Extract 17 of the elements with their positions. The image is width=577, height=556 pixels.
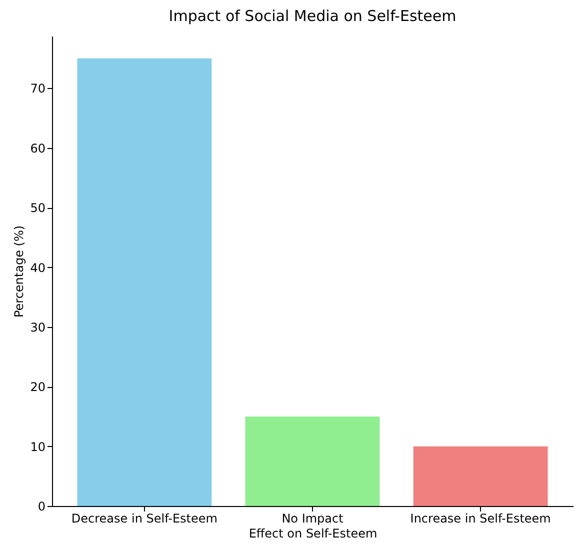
bar: [245, 416, 380, 506]
x-tick-label: Decrease in Self-Esteem: [71, 512, 218, 526]
y-axis-title: Percentage (%): [12, 225, 26, 318]
x-tick-label: No Impact: [282, 512, 344, 526]
bar: [77, 58, 212, 506]
y-tick-label: 50: [30, 201, 46, 216]
y-tick-label: 0: [38, 500, 46, 514]
chart-title: Impact of Social Media on Self-Esteem: [168, 7, 456, 25]
y-tick-label: 70: [30, 82, 46, 96]
y-tick-label: 10: [30, 440, 46, 454]
x-tick-label: Increase in Self-Esteem: [410, 512, 551, 526]
bar: [413, 446, 548, 506]
y-tick-label: 60: [30, 141, 46, 156]
y-tick-label: 30: [30, 320, 46, 334]
y-tick-label: 40: [30, 260, 46, 275]
y-tick-label: 20: [30, 380, 46, 394]
x-axis-title: Effect on Self-Esteem: [248, 526, 378, 540]
